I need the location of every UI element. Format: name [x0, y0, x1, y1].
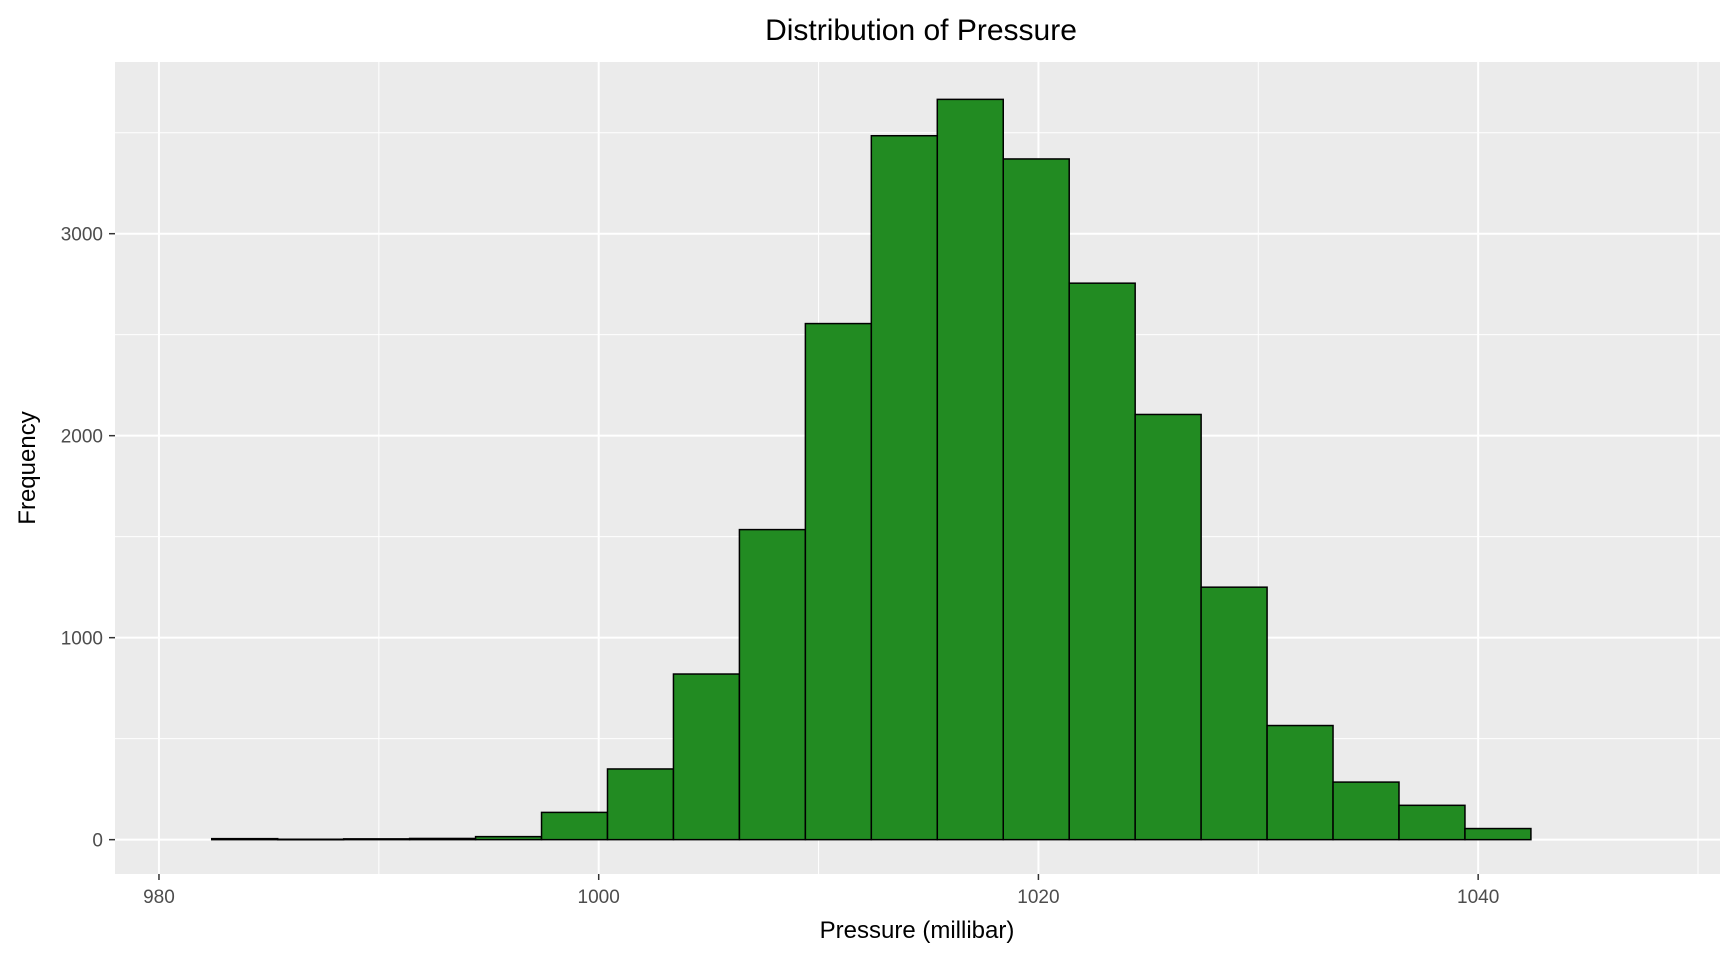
- x-tick-label: 980: [143, 887, 175, 908]
- y-tick-label: 3000: [61, 225, 103, 246]
- x-tick-label: 1020: [1017, 887, 1059, 908]
- histogram-bar: [606, 768, 675, 841]
- histogram-bar: [276, 838, 345, 841]
- histogram-bar: [1134, 413, 1202, 841]
- histogram-bar: [474, 835, 543, 841]
- histogram-bar: [1266, 724, 1334, 841]
- histogram-bar: [672, 673, 741, 841]
- histogram-bar: [408, 837, 477, 841]
- histogram-bar: [1068, 282, 1136, 841]
- y-tick-label: 1000: [61, 629, 103, 650]
- histogram-bar: [1464, 827, 1532, 841]
- y-tick-label: 0: [92, 831, 103, 852]
- y-axis: 0 1000 2000 3000: [61, 225, 115, 852]
- histogram-bar: [1332, 781, 1400, 841]
- x-tick-label: 1000: [578, 887, 620, 908]
- histogram-bar: [1398, 804, 1466, 841]
- histogram-bar: [804, 322, 873, 841]
- chart-title: Distribution of Pressure: [765, 14, 1077, 47]
- histogram-bar: [210, 837, 279, 841]
- x-axis-label: Pressure (millibar): [820, 917, 1015, 944]
- histogram-bar: [738, 528, 807, 841]
- histogram-bar: [1002, 158, 1070, 841]
- x-tick-label: 1040: [1457, 887, 1499, 908]
- y-tick-label: 2000: [61, 427, 103, 448]
- y-axis-label: Frequency: [14, 411, 41, 524]
- histogram-bar: [870, 134, 939, 841]
- histogram-bar: [342, 838, 411, 841]
- histogram-bar: [1200, 586, 1268, 841]
- histogram-bar: [540, 811, 609, 841]
- x-axis: 980 1000 1020 1040: [143, 874, 1499, 908]
- histogram-bars: [210, 98, 1532, 841]
- histogram-bar: [936, 98, 1004, 841]
